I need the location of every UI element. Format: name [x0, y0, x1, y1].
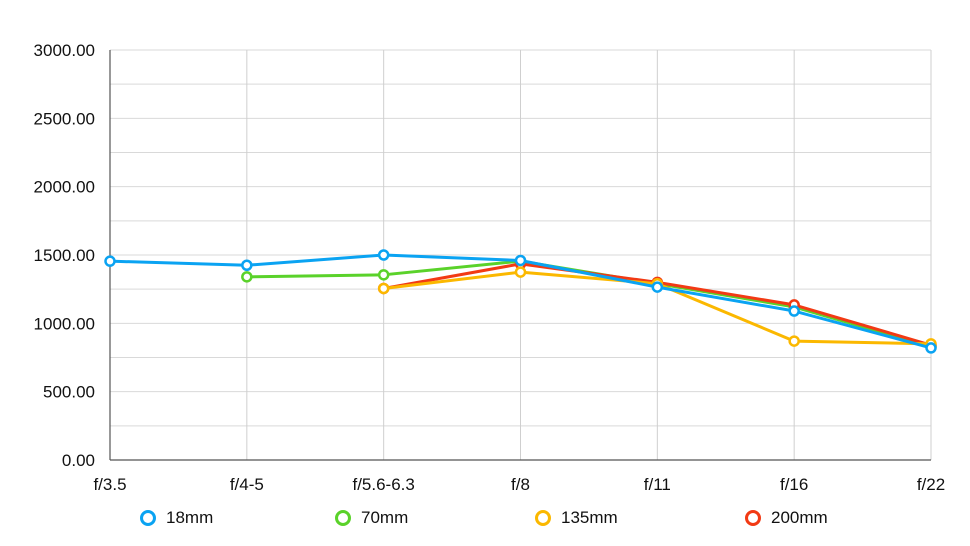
y-tick-label: 500.00	[43, 383, 95, 402]
data-point-135mm	[377, 282, 390, 295]
y-tick-label: 0.00	[62, 451, 95, 470]
legend-label: 135mm	[561, 508, 618, 527]
data-point-18mm	[104, 255, 116, 267]
x-tick-label: f/8	[511, 475, 530, 494]
legend-item-135mm: 135mm	[535, 508, 618, 528]
y-tick-label: 3000.00	[34, 41, 95, 60]
legend-item-18mm: 18mm	[140, 508, 213, 528]
legend-marker-icon	[535, 510, 551, 526]
data-point-18mm	[651, 281, 664, 293]
y-tick-label: 2000.00	[34, 178, 95, 197]
x-tick-label: f/5.6-6.3	[352, 475, 414, 494]
legend-label: 18mm	[166, 508, 214, 527]
data-point-18mm	[925, 342, 937, 354]
legend-label: 200mm	[771, 508, 828, 527]
data-point-18mm	[788, 305, 800, 317]
data-point-70mm	[377, 269, 390, 281]
data-point-18mm	[241, 259, 253, 271]
legend-label: 70mm	[361, 508, 409, 527]
x-tick-label: f/11	[644, 475, 671, 494]
x-tick-label: f/22	[917, 475, 945, 494]
legend-marker-icon	[745, 510, 761, 526]
legend-item-200mm: 200mm	[745, 508, 828, 528]
x-tick-label: f/3.5	[93, 475, 126, 494]
data-point-135mm	[514, 266, 527, 278]
data-point-70mm	[241, 271, 253, 283]
legend-marker-icon	[335, 510, 351, 526]
data-point-18mm	[377, 249, 390, 261]
y-tick-label: 1500.00	[34, 246, 95, 265]
legend-item-70mm: 70mm	[335, 508, 408, 528]
x-tick-label: f/16	[780, 475, 808, 494]
legend-marker-icon	[140, 510, 156, 526]
data-point-135mm	[788, 335, 800, 347]
y-tick-label: 1000.00	[34, 314, 95, 333]
y-tick-label: 2500.00	[34, 109, 95, 128]
x-tick-label: f/4-5	[230, 475, 264, 494]
legend: 18mm 70mm 135mm 200mm	[0, 508, 970, 534]
data-point-18mm	[514, 254, 527, 267]
line-chart: 0.00 500.00 1000.00 1500.00 2000.00 2500.00 30…	[34, 41, 946, 494]
